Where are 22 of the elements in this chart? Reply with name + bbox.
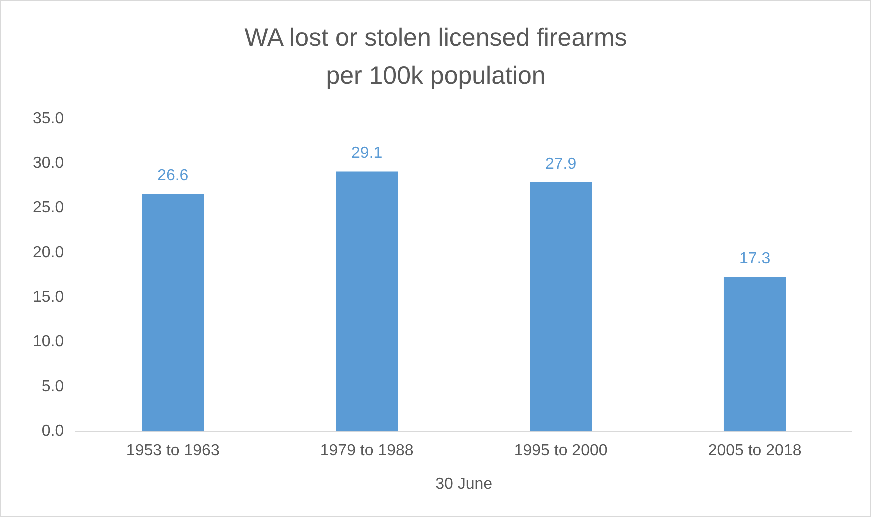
y-tick-label: 0.0 [42,423,64,440]
chart-title: WA lost or stolen licensed firearms per 100k population [244,23,628,92]
x-axis-title: 30 June [436,476,493,493]
y-tick-label: 5.0 [42,378,64,396]
y-tick-label: 35.0 [33,110,64,128]
data-label: 26.6 [158,167,189,184]
bar [142,194,204,432]
bar [336,172,398,432]
x-tick-label: 1953 to 1963 [126,442,220,460]
x-tick-label: 2005 to 2018 [708,442,802,460]
y-tick-label: 25.0 [33,200,64,217]
y-tick-label: 15.0 [33,289,64,306]
data-label: 27.9 [545,156,577,173]
bar [530,182,592,432]
y-tick-label: 10.0 [33,334,64,351]
bar [724,277,786,432]
data-label: 29.1 [352,145,383,162]
x-tick-label: 1979 to 1988 [320,442,414,460]
y-tick-label: 20.0 [33,244,64,262]
data-label: 17.3 [739,250,771,268]
y-tick-label: 30.0 [33,155,64,172]
x-tick-label: 1995 to 2000 [514,442,608,460]
